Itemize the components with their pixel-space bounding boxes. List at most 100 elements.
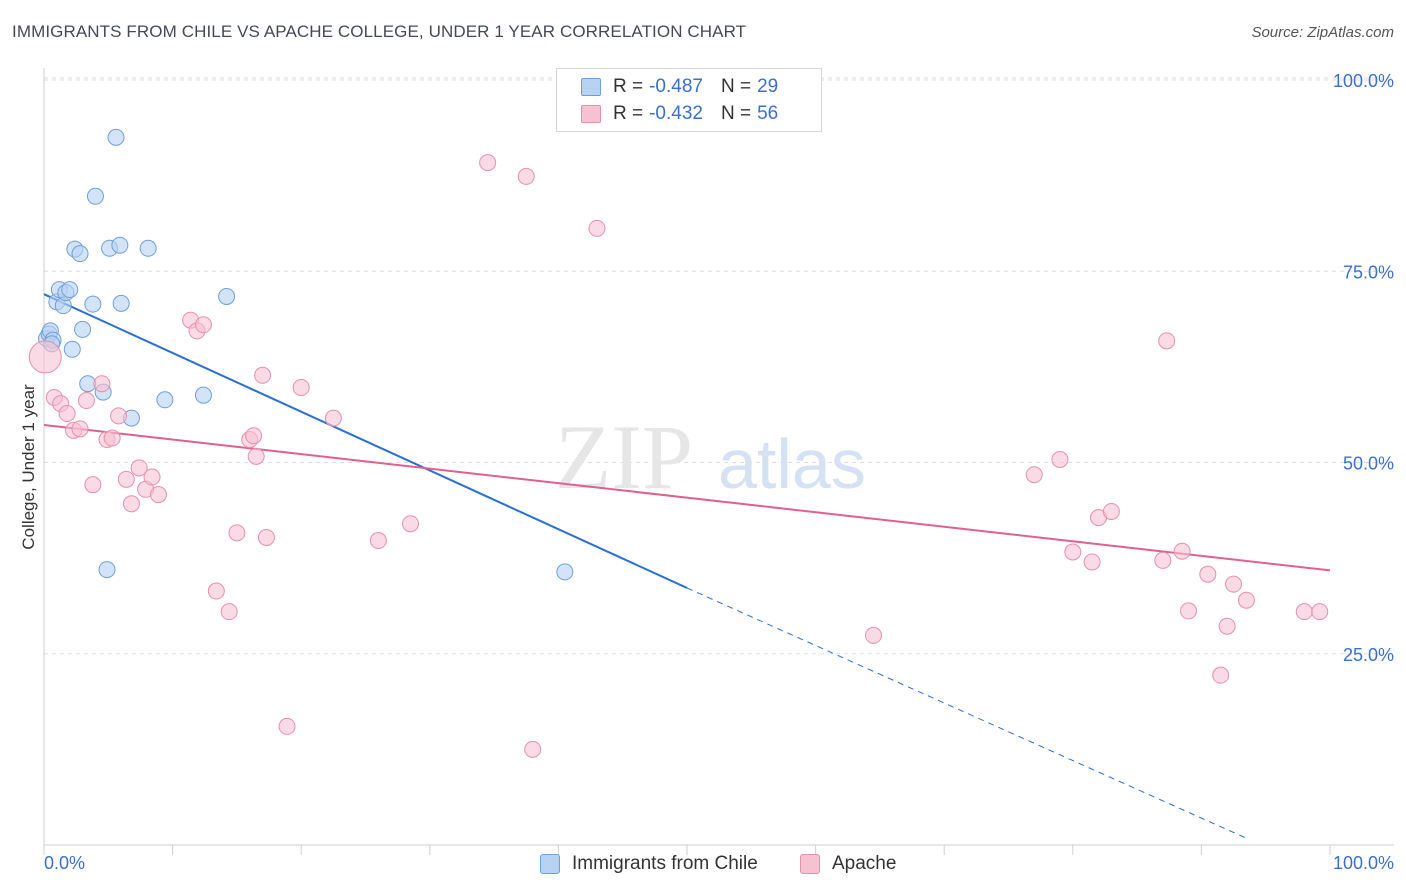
apache-point — [1064, 543, 1082, 561]
apache-point — [58, 405, 76, 423]
apache-point — [1225, 575, 1243, 593]
chile-point — [98, 561, 116, 579]
points-layer — [28, 128, 1329, 758]
apache-point — [1025, 466, 1043, 484]
apache-point — [1237, 591, 1255, 609]
apache-point — [517, 167, 535, 185]
series-swatch-apache — [800, 854, 820, 874]
chile-point — [194, 386, 212, 404]
trend-layer — [43, 293, 1331, 839]
apache-point — [130, 459, 148, 477]
source-label: Source: ZipAtlas.com — [1251, 24, 1394, 41]
apache-point — [1051, 450, 1069, 468]
apache-point — [479, 154, 497, 172]
apache-point — [588, 219, 606, 237]
legend-r-value: -0.487 — [649, 76, 703, 97]
apache-point — [1180, 602, 1198, 620]
apache-point — [278, 717, 296, 735]
legend-n-label: N = — [720, 76, 752, 97]
apache-point — [1173, 542, 1191, 560]
series-label-apache: Apache — [832, 853, 897, 874]
apache-point — [207, 582, 225, 600]
apache-point — [864, 626, 882, 644]
watermark-atlas: atlas — [718, 425, 866, 503]
chile-trendline-extension — [686, 587, 1247, 839]
y-tick-label: 25.0% — [1343, 645, 1394, 665]
chile-point — [112, 294, 130, 312]
chile-point — [74, 320, 92, 338]
apache-point — [292, 379, 310, 397]
apache-point — [254, 366, 272, 384]
watermark-zip: ZIP — [555, 406, 693, 508]
apache-point — [1158, 332, 1176, 350]
apache-point — [1311, 603, 1329, 621]
chile-point — [156, 391, 174, 409]
legend-n-value: 56 — [757, 103, 779, 124]
chile-point — [63, 340, 81, 358]
apache-point — [324, 409, 342, 427]
y-axis-label: College, Under 1 year — [19, 384, 38, 550]
apache-point — [149, 486, 167, 504]
x-tick-label: 0.0% — [44, 853, 85, 873]
apache-point — [524, 740, 542, 758]
apache-point — [117, 470, 135, 488]
chile-point — [79, 375, 97, 393]
apache-point — [77, 392, 95, 410]
apache-point — [220, 603, 238, 621]
stats-legend: R = -0.487 N = 29 R = -0.432 N = 56 — [556, 68, 822, 132]
legend-swatch-apache — [581, 105, 601, 123]
chile-point — [71, 245, 89, 263]
apache-point — [110, 407, 128, 425]
apache-point — [369, 532, 387, 550]
apache-point — [1199, 565, 1217, 583]
chile-point — [61, 281, 79, 299]
label-layer: 25.0% 50.0% 75.0% 100.0% 0.0% 100.0% — [44, 71, 1394, 873]
apache-point — [402, 515, 420, 533]
apache-point — [1154, 551, 1172, 569]
x-tick-label: 100.0% — [1333, 853, 1394, 873]
legend-row-apache: R = -0.432 N = 56 — [581, 102, 778, 126]
apache-point — [245, 427, 263, 445]
apache-point — [194, 316, 212, 334]
legend-swatch-chile — [581, 78, 601, 96]
y-tick-label: 75.0% — [1343, 262, 1394, 282]
legend-n-value: 29 — [757, 76, 779, 97]
watermark: ZIP atlas — [555, 406, 866, 508]
y-tick-label: 100.0% — [1333, 71, 1394, 91]
apache-point — [1218, 617, 1236, 635]
apache-point — [122, 495, 140, 513]
legend-row-chile: R = -0.487 N = 29 — [581, 75, 778, 99]
apache-point — [103, 429, 121, 447]
chile-point — [218, 287, 236, 305]
apache-point — [28, 340, 62, 374]
series-legend-chile: Immigrants from Chile — [540, 852, 758, 876]
apache-point — [228, 524, 246, 542]
apache-point — [84, 476, 102, 494]
legend-r-label: R = — [613, 76, 644, 97]
chile-point — [556, 563, 574, 581]
apache-point — [257, 528, 275, 546]
apache-point — [1083, 553, 1101, 571]
apache-point — [1102, 502, 1120, 520]
y-tick-label: 50.0% — [1343, 454, 1394, 474]
chile-point — [84, 295, 102, 313]
chart-title: IMMIGRANTS FROM CHILE VS APACHE COLLEGE,… — [12, 22, 747, 41]
apache-point — [1212, 666, 1230, 684]
chile-point — [139, 239, 157, 257]
chile-trendline — [43, 293, 688, 589]
axis-layer — [43, 68, 1394, 855]
apache-point — [71, 420, 89, 438]
chile-point — [107, 128, 125, 146]
chile-point — [111, 236, 129, 254]
legend-r-label: R = — [613, 103, 644, 124]
series-legend-apache: Apache — [800, 852, 896, 876]
apache-point — [1295, 603, 1313, 621]
chile-point — [86, 187, 104, 205]
apache-point — [143, 468, 161, 486]
legend-r-value: -0.432 — [649, 103, 703, 124]
apache-point — [247, 447, 265, 465]
apache-point — [93, 375, 111, 393]
series-label-chile: Immigrants from Chile — [572, 853, 758, 874]
grid-layer — [44, 77, 1394, 655]
